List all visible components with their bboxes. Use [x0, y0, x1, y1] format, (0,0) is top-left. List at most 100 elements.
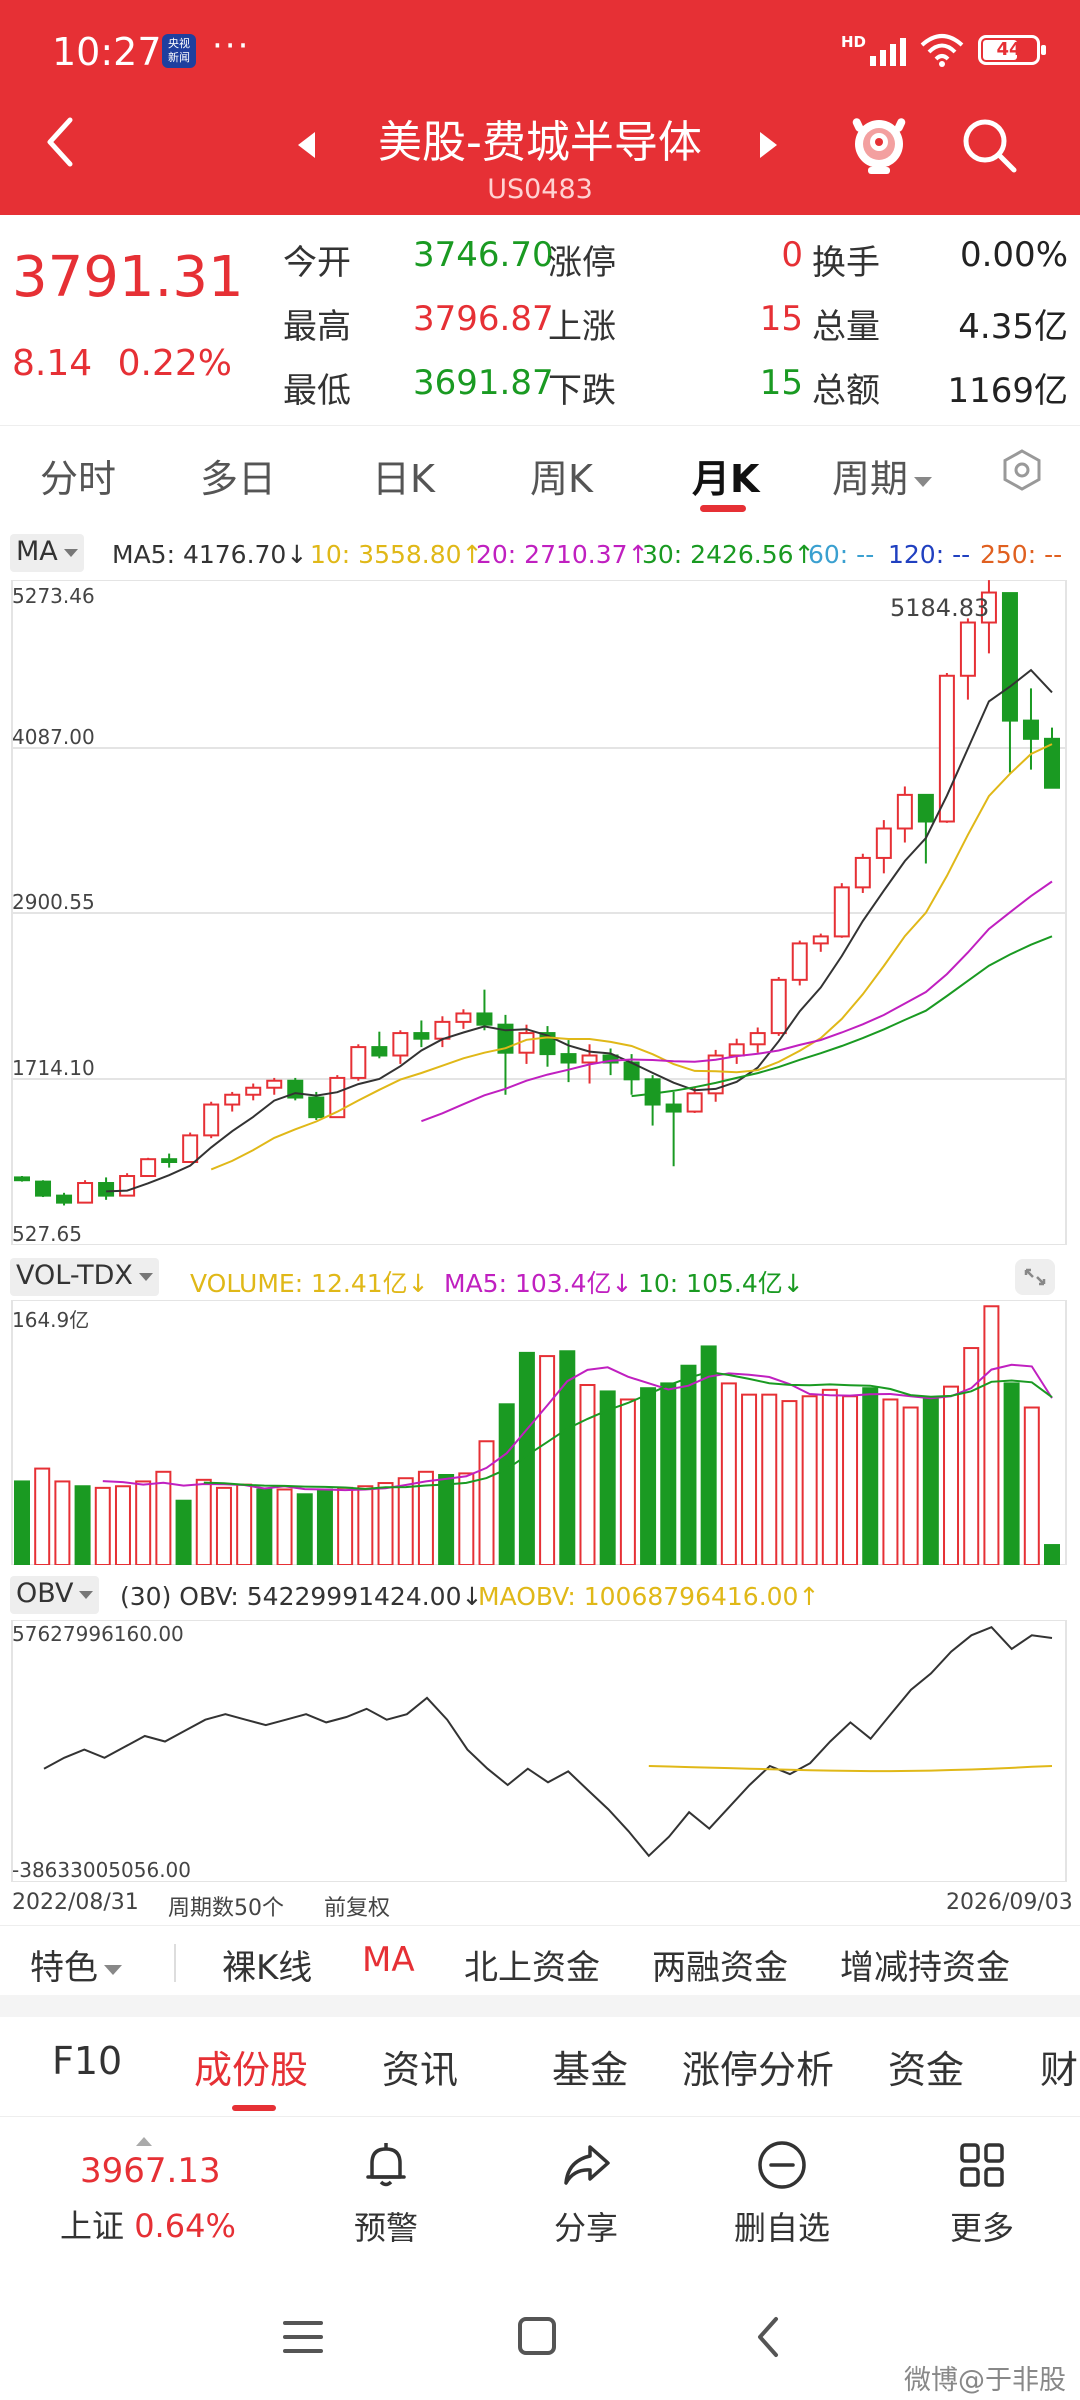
toolbar-margin[interactable]: 两融资金: [652, 1948, 788, 1988]
tab-news[interactable]: 资讯: [382, 2048, 459, 2092]
price-change: 8.14 0.22%: [12, 343, 232, 384]
bottom-action-bar: 3967.13 上证 0.64% 预警 分享 删自选 更多: [0, 2117, 1080, 2277]
ma-lines-group: [106, 668, 1053, 1193]
home-icon[interactable]: [516, 2315, 558, 2357]
vol-ma5-legend: MA5: 103.4亿↓: [444, 1269, 633, 1298]
candle: [518, 1024, 535, 1064]
robot-assistant-icon[interactable]: [850, 112, 908, 176]
remove-watchlist-button[interactable]: 删自选: [712, 2137, 852, 2249]
toolbar-naked-k[interactable]: 裸K线: [222, 1948, 313, 1988]
tab-f10[interactable]: F10: [52, 2039, 123, 2083]
tab-constituents[interactable]: 成份股: [194, 2048, 309, 2092]
index-info[interactable]: 上证 0.64%: [60, 2201, 236, 2247]
volume-bar: [943, 1385, 960, 1565]
toolbar-holding-change[interactable]: 增减持资金: [840, 1948, 1010, 1988]
menu-icon[interactable]: [282, 2317, 324, 2357]
candle-body: [728, 1043, 745, 1057]
back-icon[interactable]: [40, 112, 80, 172]
watermark: 微博@于非股: [904, 2365, 1066, 2396]
volume-bar: [417, 1470, 434, 1565]
toolbar-northbound[interactable]: 北上资金: [464, 1948, 600, 1988]
status-more-dots: ···: [212, 26, 251, 66]
candle: [98, 1177, 115, 1200]
share-label: 分享: [553, 2209, 618, 2247]
candle: [770, 977, 787, 1036]
prev-arrow-icon[interactable]: [298, 132, 315, 158]
volume-bar: [74, 1485, 91, 1565]
obv-selector[interactable]: OBV: [10, 1576, 100, 1614]
candle-body: [35, 1180, 52, 1197]
max-price-label: 5184.83: [890, 594, 990, 622]
tab-limit-up-analysis[interactable]: 涨停分析: [682, 2048, 835, 2092]
candle: [140, 1157, 157, 1178]
tab-finance[interactable]: 财: [1040, 2048, 1079, 2092]
battery-icon: 44: [978, 35, 1046, 65]
obv-grid: [11, 1620, 1067, 1882]
adjust-label: 前复权: [324, 1896, 391, 1921]
share-button[interactable]: 分享: [516, 2137, 656, 2249]
candle-body: [245, 1086, 262, 1096]
tab-monthly-k[interactable]: 月K: [692, 457, 760, 501]
volume-bar: [902, 1406, 919, 1565]
price-tick-2: 4087.00: [12, 725, 95, 749]
candle: [161, 1153, 178, 1168]
expand-icon[interactable]: [1014, 1258, 1056, 1296]
candle-body: [581, 1054, 598, 1064]
volume-bar: [983, 1305, 1000, 1565]
volume-chart[interactable]: [0, 1300, 1080, 1565]
tab-funds[interactable]: 基金: [552, 2048, 629, 2092]
more-button[interactable]: 更多: [912, 2137, 1052, 2249]
title-area: 美股-费城半导体 US0483: [0, 106, 1080, 205]
candle-body: [476, 1012, 493, 1026]
ma5-legend: MA5: 4176.70↓: [112, 540, 308, 569]
ma-selector[interactable]: MA: [10, 534, 84, 572]
search-icon[interactable]: [958, 114, 1020, 176]
hexagon-settings-icon[interactable]: [1000, 448, 1044, 492]
candle-body: [371, 1046, 388, 1057]
ma10-line: [210, 743, 1053, 1171]
back-nav-icon[interactable]: [752, 2315, 784, 2359]
volume-bar: [741, 1393, 758, 1565]
obv-max-label: 57627996160.00: [12, 1622, 184, 1646]
candle-body: [686, 1092, 703, 1113]
candle-body: [917, 793, 934, 823]
stat-label-advances: 上涨: [548, 307, 616, 347]
volume-bar: [599, 1390, 616, 1565]
volume-bar: [195, 1478, 212, 1565]
next-arrow-icon[interactable]: [760, 132, 777, 158]
vol-selector[interactable]: VOL-TDX: [10, 1258, 159, 1296]
tab-multi-day[interactable]: 多日: [200, 457, 277, 501]
candle-body: [602, 1054, 619, 1064]
toolbar-ma[interactable]: MA: [362, 1940, 415, 1980]
cctv-news-badge-icon: 央视 新闻: [162, 34, 196, 68]
obv-selector-label: OBV: [16, 1578, 74, 1609]
tab-weekly-k[interactable]: 周K: [530, 457, 593, 501]
candle-body: [392, 1032, 409, 1057]
tab-intraday[interactable]: 分时: [40, 457, 117, 501]
alert-button[interactable]: 预警: [316, 2137, 456, 2249]
tab-period-dropdown[interactable]: 周期: [832, 448, 933, 503]
stat-value-declines: 15: [759, 363, 803, 403]
candle-body: [749, 1032, 766, 1046]
tab-daily-k[interactable]: 日K: [372, 457, 435, 501]
volume-bar: [862, 1387, 879, 1565]
obv-chart[interactable]: [0, 1620, 1080, 1882]
vol-ma10-legend: 10: 105.4亿↓: [638, 1269, 804, 1298]
stat-value-turnover: 0.00%: [959, 235, 1068, 275]
feature-dropdown[interactable]: 特色: [30, 1940, 122, 1989]
candle: [413, 1020, 430, 1048]
tab-capital[interactable]: 资金: [888, 2048, 965, 2092]
candle-body: [560, 1053, 577, 1064]
index-value[interactable]: 3967.13: [80, 2151, 221, 2191]
candlestick-chart[interactable]: [0, 580, 1080, 1245]
vol-grid: [11, 1300, 1067, 1565]
volume-bar: [34, 1467, 51, 1565]
volume-bar: [700, 1345, 717, 1565]
start-date-label: 2022/08/31: [12, 1890, 139, 1915]
candle-body: [266, 1079, 283, 1089]
vol-max-label: 164.9亿: [12, 1308, 90, 1332]
candle: [434, 1016, 451, 1048]
candle-body: [413, 1032, 430, 1040]
stat-value-limit-up: 0: [781, 235, 803, 275]
remove-watchlist-label: 删自选: [733, 2209, 830, 2247]
